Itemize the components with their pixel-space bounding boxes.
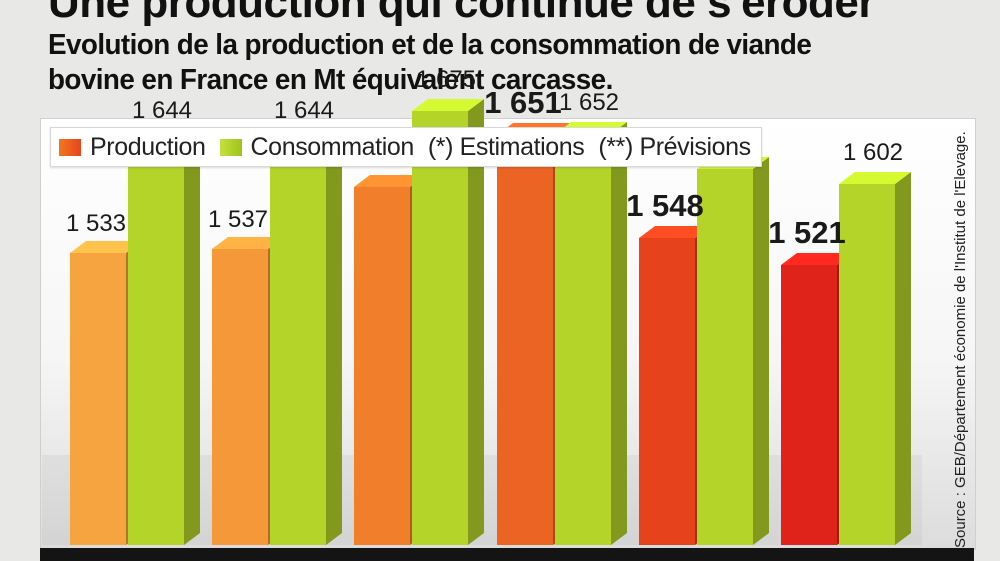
bar-consommation-2-front [412,111,468,545]
bar-consommation-3-side [611,122,627,545]
bar-production-5-front [781,265,837,545]
bar-consommation-1-front [270,142,326,545]
bar-production-0-front [70,253,126,545]
bar-consommation-2-top [412,99,484,111]
bar-consommation-1-side [326,130,342,545]
bar-consommation-0-front [128,142,184,545]
bar-consommation-4-front [697,169,753,545]
bar-production-4-top [639,226,711,238]
bar-consommation-0 [128,130,200,545]
bar-consommation-2-side [468,99,484,545]
bar-production-3-front [497,135,553,545]
label-consommation-0: 1 644 [132,97,192,124]
bar-consommation-3 [555,122,627,545]
bar-production-1-top [212,237,284,249]
legend-swatch-production [59,138,81,156]
legend: Production Consommation (*) Estimations … [50,127,762,167]
label-production-3: 1 651 [484,85,562,120]
legend-note-estimations: (*) Estimations [427,132,585,161]
bar-production-4-front [639,238,695,545]
label-consommation-5: 1 602 [843,139,903,166]
legend-note-previsions: (**) Prévisions [598,132,751,161]
legend-label-production: Production [90,132,206,161]
chart-headline: Une production qui continue de s'éroder [48,0,876,27]
bar-production-2-front [354,187,410,545]
bar-consommation-5 [839,172,911,545]
legend-swatch-consommation [219,138,242,156]
label-production-5: 1 521 [768,215,846,250]
bottom-band [40,548,974,561]
label-production-4: 1 548 [626,188,704,223]
bar-consommation-1 [270,130,342,545]
label-production-0: 1 533 [66,210,126,237]
bar-consommation-0-side [184,130,200,545]
legend-label-consommation: Consommation [250,132,415,161]
bar-production-1-front [212,249,268,545]
bar-consommation-2 [412,99,484,545]
bar-production-5-top [781,253,853,265]
bar-production-0-top [70,241,142,253]
label-production-1: 1 537 [208,206,268,233]
label-consommation-1: 1 644 [274,97,334,124]
bar-consommation-5-front [839,184,895,545]
bar-consommation-5-top [839,172,911,184]
label-consommation-2: 1 675 [416,66,476,93]
chart-subtitle: Evolution de la production et de la cons… [48,29,812,96]
source-note: Source : GEB/Département économie de l'I… [952,131,969,548]
bar-consommation-4-side [753,157,769,545]
bar-consommation-3-front [555,134,611,545]
bar-consommation-5-side [895,172,911,545]
bar-consommation-4 [697,157,769,545]
label-consommation-3: 1 652 [559,89,619,116]
bar-production-2-top [354,175,426,187]
